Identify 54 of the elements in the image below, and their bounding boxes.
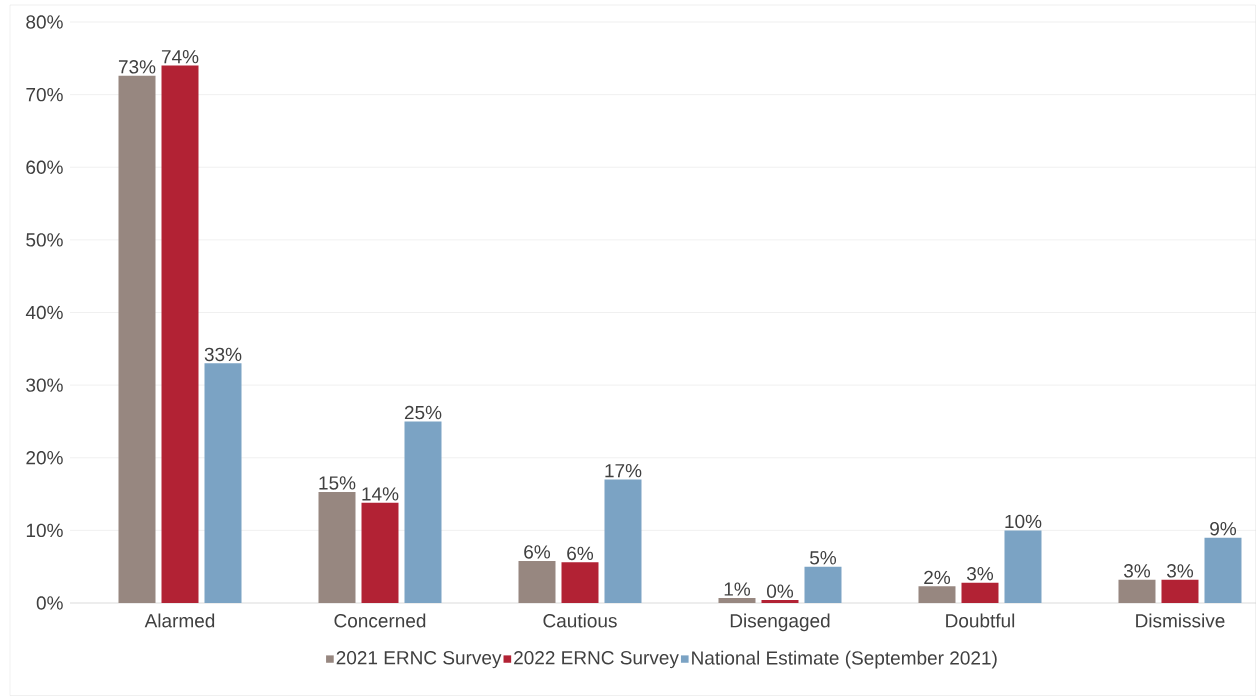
data-label: 6% [567,546,594,561]
y-tick-label: 10% [26,523,63,538]
bar [404,421,442,603]
bar [204,363,242,603]
x-tick-label: Disengaged [730,613,830,632]
y-tick-label: 30% [26,378,63,392]
legend-label: National Estimate (September 2021) [692,650,997,669]
data-label: 3% [966,567,994,581]
x-tick-label: Concerned [334,613,426,628]
data-label: 10% [1005,514,1042,529]
data-label: 2% [924,570,951,585]
bar [361,502,399,603]
bar [1004,530,1042,603]
data-label: 33% [204,347,242,362]
data-label: 9% [1210,521,1237,536]
bar [1204,537,1242,603]
y-tick-label: 50% [26,233,63,247]
y-tick-label: 70% [26,87,63,102]
y-tick-label: 80% [26,15,63,29]
data-label: 25% [404,405,442,420]
bar [961,582,999,603]
bar [918,586,956,603]
x-tick-label: Alarmed [144,613,215,628]
x-tick-label: Doubtful [946,613,1015,628]
legend-label: 2022 ERNC Survey [514,651,679,669]
bar [318,491,356,603]
legend-label: 2021 ERNC Survey [336,651,502,669]
bar [561,562,599,603]
data-label: 14% [362,487,399,501]
bar [718,597,756,603]
y-tick-label: 0% [36,596,63,610]
data-label: 6% [524,545,551,559]
bar [518,560,556,603]
data-label: 0% [767,584,794,598]
y-tick-label: 40% [25,305,63,320]
bar [1118,579,1156,603]
bar [1161,579,1199,603]
x-tick-label: Cautious [543,613,617,628]
data-label: 3% [1123,564,1151,578]
bar [161,65,199,603]
bar [118,75,156,603]
data-label: 1% [724,582,751,596]
data-label: 15% [319,476,356,490]
y-tick-label: 60% [26,160,63,174]
bar [604,479,642,603]
bar [804,566,842,603]
bar [761,600,799,603]
x-tick-label: Dismissive [1136,613,1225,628]
data-label: 74% [161,50,199,64]
data-label: 73% [118,60,156,74]
data-label: 17% [605,464,642,478]
data-label: 5% [810,551,837,565]
data-label: 3% [1166,564,1194,578]
y-tick-label: 20% [26,451,63,465]
